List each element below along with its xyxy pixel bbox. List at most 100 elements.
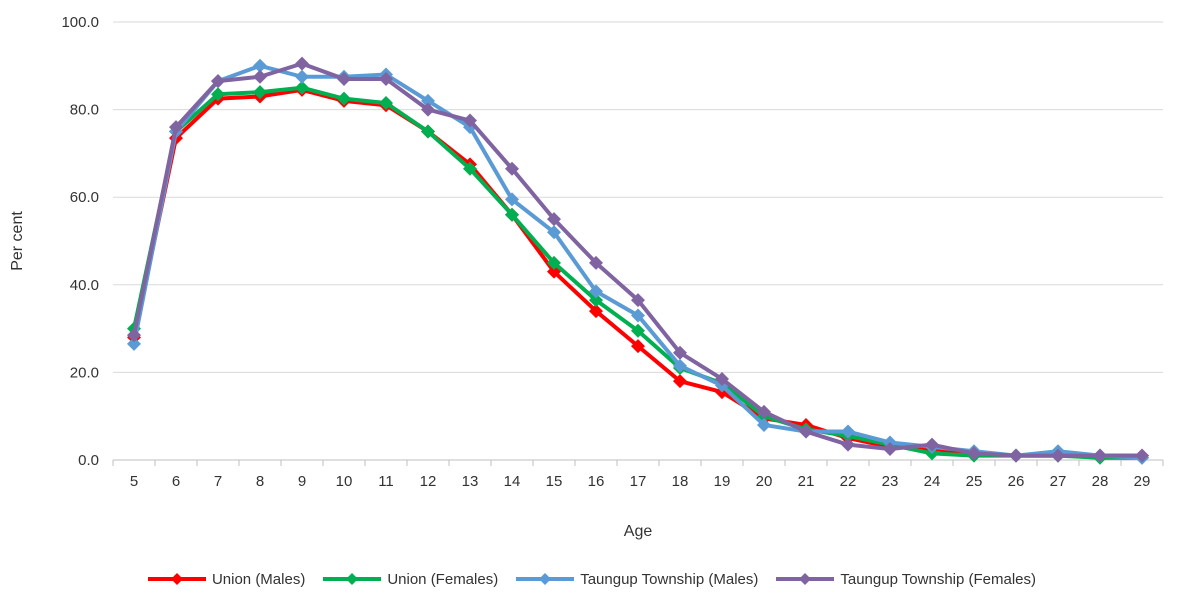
x-tick-label: 21 xyxy=(798,473,815,490)
legend-item: Union (Males) xyxy=(147,570,306,588)
series-line xyxy=(132,87,1142,458)
data-point xyxy=(295,56,309,71)
data-point xyxy=(127,328,141,343)
series-line xyxy=(132,85,1142,460)
data-point xyxy=(547,225,561,240)
legend-swatch xyxy=(323,573,382,585)
x-tick-label: 11 xyxy=(378,473,394,490)
x-tick-label: 6 xyxy=(172,473,180,490)
x-tick-label: 22 xyxy=(840,473,857,490)
x-tick-label: 14 xyxy=(504,473,521,490)
data-point xyxy=(379,96,393,111)
data-point xyxy=(841,437,855,452)
data-point xyxy=(169,120,183,135)
legend-item: Union (Females) xyxy=(323,571,498,588)
data-point xyxy=(631,293,645,308)
x-tick-label: 5 xyxy=(130,473,138,490)
series-1 xyxy=(127,80,1149,465)
x-tick-label: 28 xyxy=(1092,473,1109,490)
legend-label: Taungup Township (Females) xyxy=(840,570,1037,588)
data-point xyxy=(421,93,435,108)
gridlines xyxy=(113,21,1163,461)
x-tick-label: 19 xyxy=(714,473,731,490)
axes: 0.0 20.0 40.0 60.0 80.0 100.0 5 6 7 8 9 10 11 12 13 14 1… xyxy=(61,14,1164,490)
data-point xyxy=(505,192,519,207)
data-point xyxy=(673,374,687,389)
x-tick-label: 17 xyxy=(630,473,647,490)
data-point xyxy=(337,71,351,86)
x-tick-label: 29 xyxy=(1134,473,1151,490)
data-point xyxy=(631,323,645,338)
y-tick-label: 100.0 xyxy=(61,14,99,31)
legend-item: Taungup Township (Males) xyxy=(516,571,758,588)
series-2 xyxy=(127,58,1149,465)
data-point xyxy=(547,212,561,227)
x-tick-label: 25 xyxy=(966,473,983,490)
data-point xyxy=(883,442,897,457)
data-point xyxy=(295,69,309,84)
data-point xyxy=(337,91,351,106)
y-tick-label: 40.0 xyxy=(70,277,99,294)
data-point xyxy=(421,102,435,117)
x-tick-label: 10 xyxy=(336,473,353,490)
x-tick-label: 27 xyxy=(1050,473,1067,490)
legend-label: Union (Males) xyxy=(211,570,306,588)
series-line xyxy=(132,61,1142,458)
data-point xyxy=(589,255,603,270)
data-point xyxy=(589,293,603,308)
legend-swatch xyxy=(147,573,206,585)
data-point xyxy=(631,308,645,323)
y-tick-label: 80.0 xyxy=(70,102,99,119)
y-tick-label: 60.0 xyxy=(70,189,99,206)
data-point xyxy=(757,417,771,432)
y-tick-label: 20.0 xyxy=(70,364,99,381)
series-lines xyxy=(127,56,1149,465)
x-tick-label: 7 xyxy=(214,473,222,490)
legend-swatch xyxy=(516,573,575,585)
data-point xyxy=(757,404,771,419)
x-tick-label: 23 xyxy=(882,473,899,490)
legend-item: Taungup Township (Females) xyxy=(776,571,1036,588)
data-point xyxy=(673,358,687,373)
legend-label: Union (Females) xyxy=(387,570,499,588)
x-tick-label: 18 xyxy=(672,473,689,490)
y-tick-label: 0.0 xyxy=(78,452,99,469)
x-tick-label: 26 xyxy=(1008,473,1025,490)
x-axis-title: Age xyxy=(624,523,653,540)
data-point xyxy=(925,437,939,452)
data-point xyxy=(211,74,225,89)
x-tick-label: 8 xyxy=(256,473,264,490)
x-tick-label: 20 xyxy=(756,473,773,490)
data-point xyxy=(211,87,225,102)
data-point xyxy=(1135,448,1149,463)
x-tick-label: 16 xyxy=(588,473,605,490)
data-point xyxy=(1009,448,1023,463)
series-0 xyxy=(127,82,1149,463)
data-point xyxy=(1051,448,1065,463)
x-tick-label: 24 xyxy=(924,473,941,490)
data-point xyxy=(253,69,267,84)
data-point xyxy=(421,124,435,139)
data-point xyxy=(589,304,603,319)
line-chart: 0.0 20.0 40.0 60.0 80.0 100.0 5 6 7 8 9 10 11 12 13 14 1… xyxy=(9,14,1164,540)
legend-label: Taungup Township (Males) xyxy=(580,570,759,588)
y-axis-title: Per cent xyxy=(9,211,26,271)
data-point xyxy=(841,424,855,439)
data-point xyxy=(673,345,687,360)
data-point xyxy=(463,161,477,176)
series-line xyxy=(132,63,1143,460)
legend: Union (Males) Union (Females) Taungup Town… xyxy=(0,562,1184,596)
x-tick-label: 13 xyxy=(462,473,479,490)
data-point xyxy=(295,80,309,95)
data-point xyxy=(505,207,519,222)
legend-swatch xyxy=(776,573,835,585)
data-point xyxy=(253,85,267,100)
x-tick-label: 12 xyxy=(420,473,437,490)
data-point xyxy=(379,71,393,86)
data-point xyxy=(1093,448,1107,463)
data-point xyxy=(589,284,603,299)
data-point xyxy=(631,339,645,354)
data-point xyxy=(967,446,981,461)
data-point xyxy=(547,255,561,270)
x-tick-label: 15 xyxy=(546,473,563,490)
